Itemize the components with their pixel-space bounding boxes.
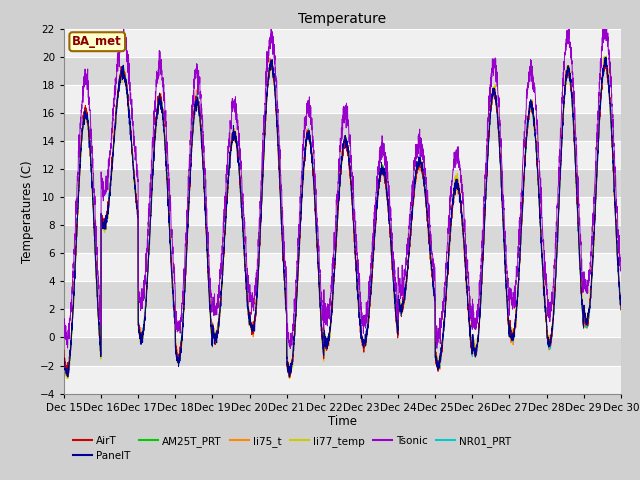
Y-axis label: Temperatures (C): Temperatures (C): [21, 160, 34, 263]
Bar: [64, 197, 621, 225]
Bar: [64, 281, 621, 310]
Bar: [64, 29, 621, 57]
Legend: AirT, PanelT, AM25T_PRT, li75_t, li77_temp, Tsonic, NR01_PRT: AirT, PanelT, AM25T_PRT, li75_t, li77_te…: [69, 432, 515, 465]
X-axis label: Time: Time: [328, 415, 357, 429]
Bar: [64, 337, 621, 366]
Bar: [64, 85, 621, 113]
Bar: [64, 57, 621, 85]
Bar: [64, 366, 621, 394]
Bar: [64, 310, 621, 337]
Bar: [64, 169, 621, 197]
Text: BA_met: BA_met: [72, 35, 122, 48]
Bar: [64, 113, 621, 141]
Title: Temperature: Temperature: [298, 12, 387, 26]
Bar: [64, 253, 621, 281]
Bar: [64, 225, 621, 253]
Bar: [64, 141, 621, 169]
